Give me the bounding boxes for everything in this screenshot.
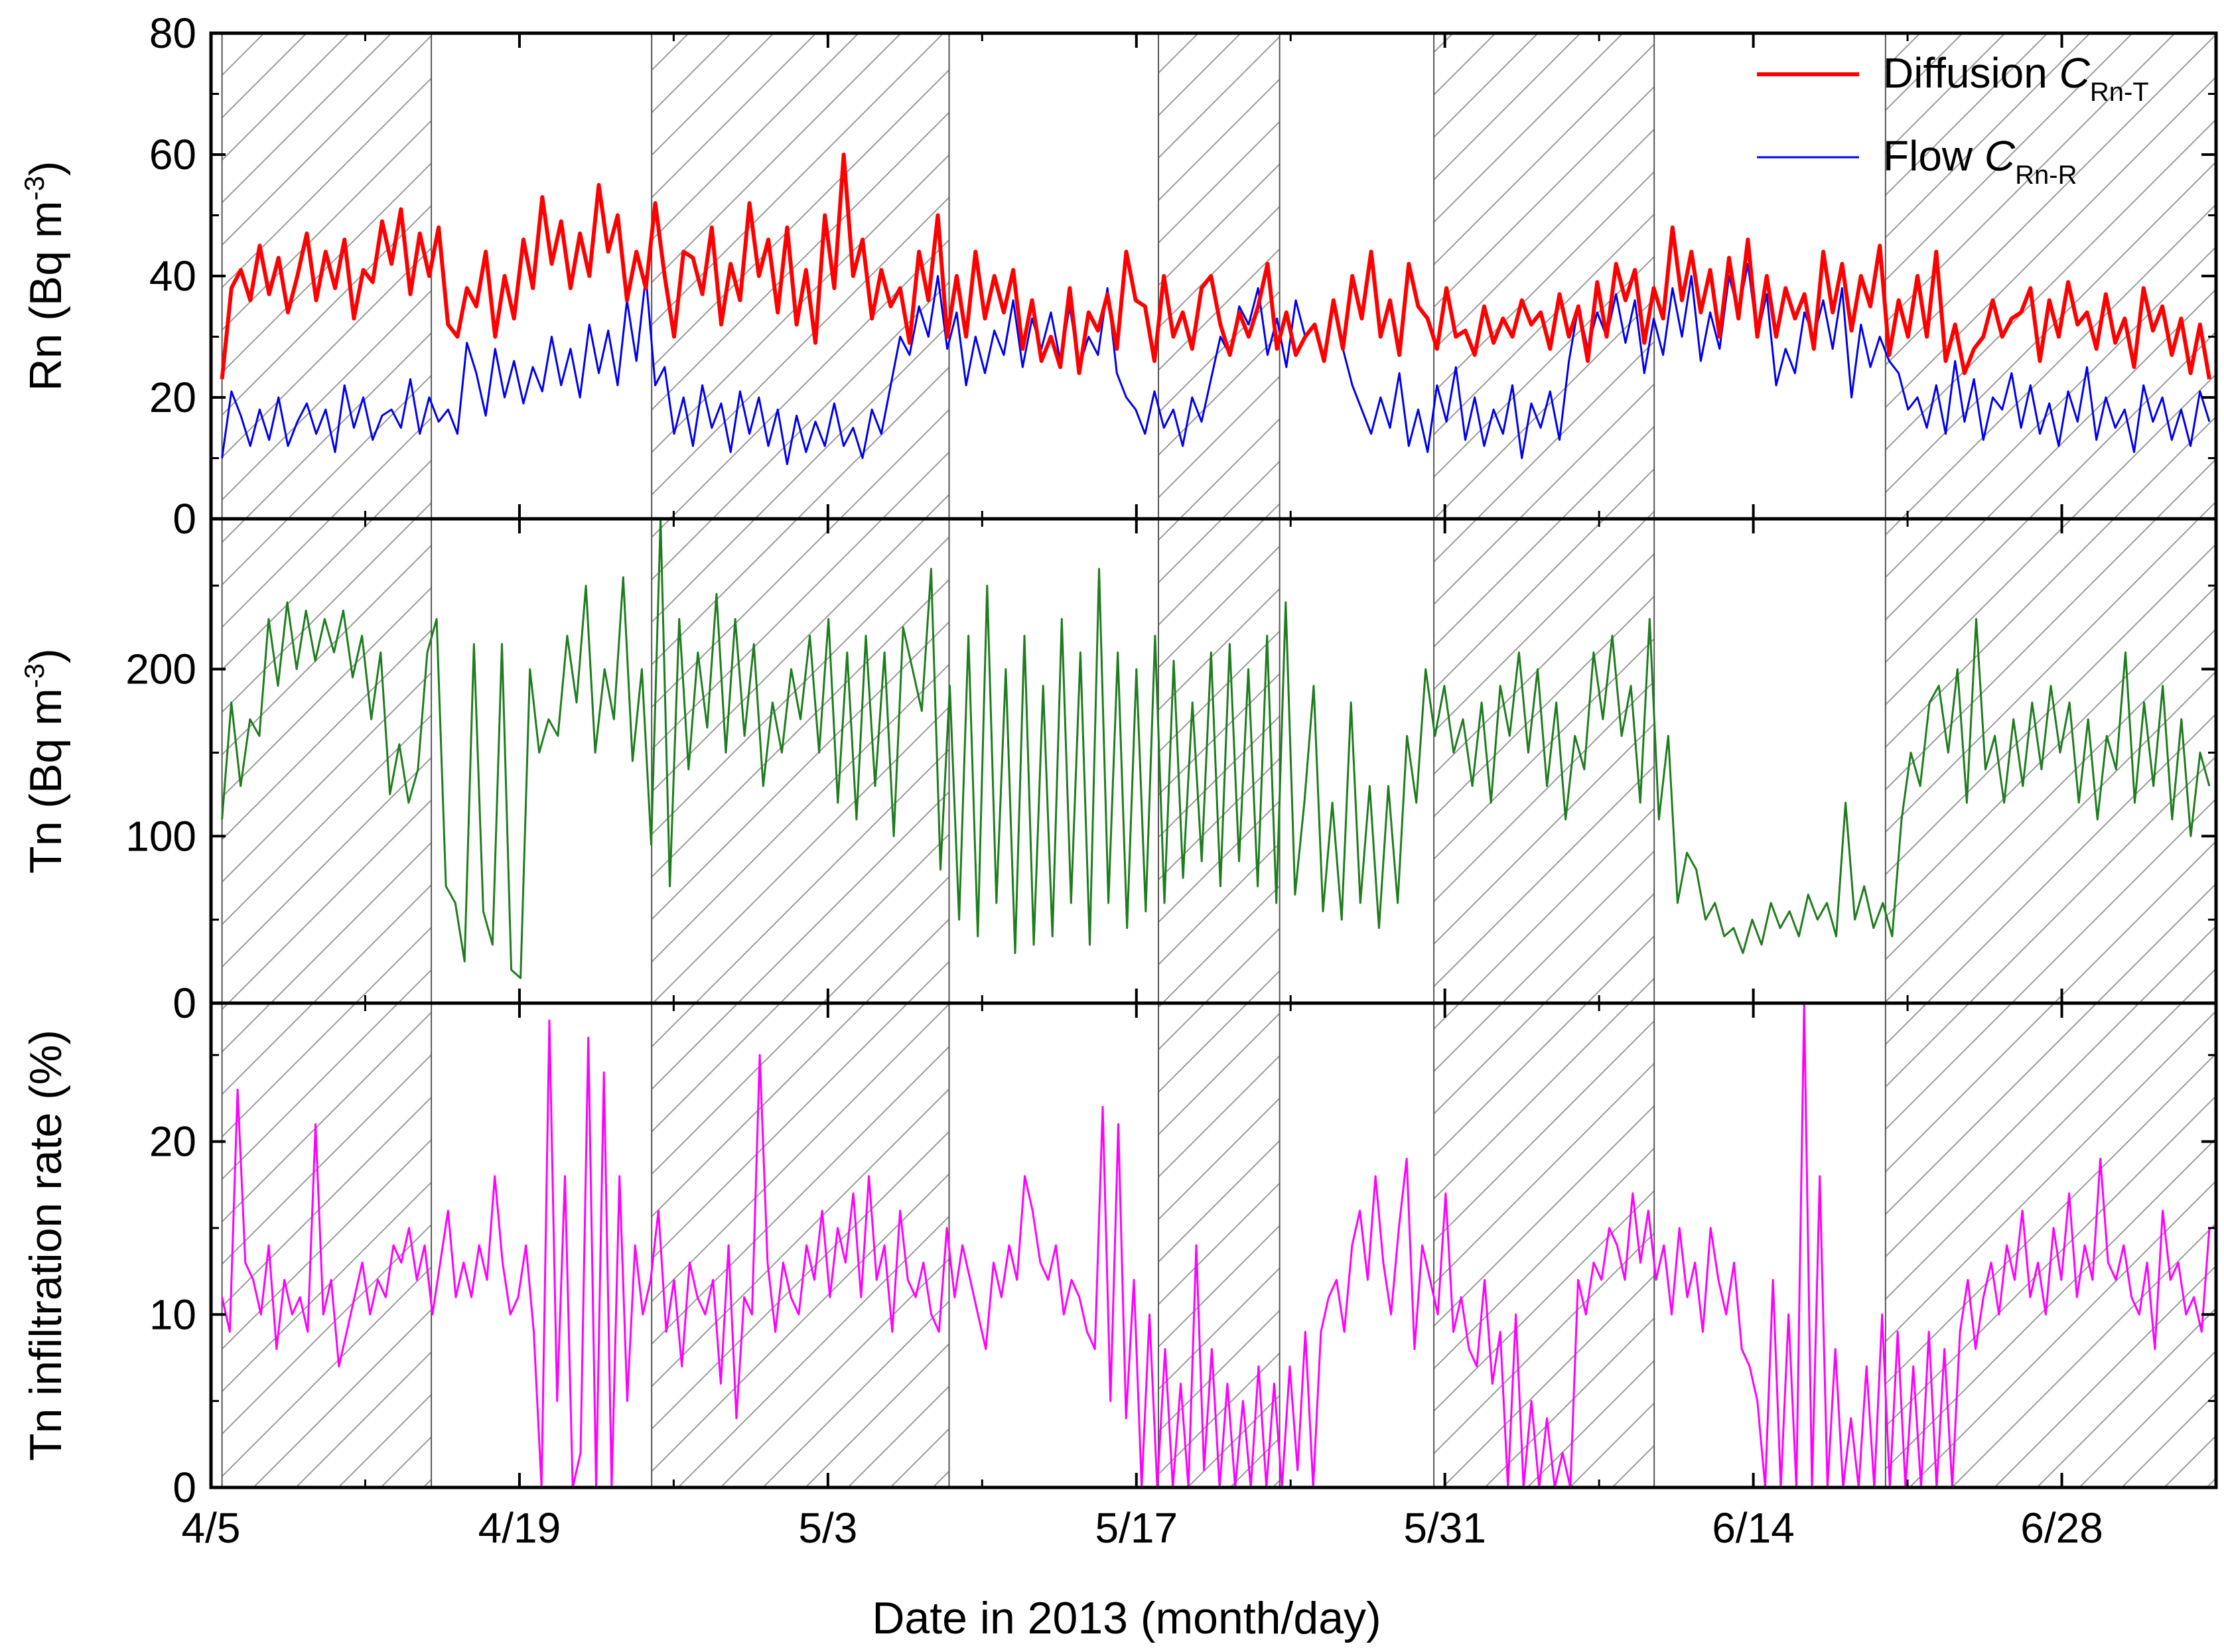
y-tick-label-rn-4: 80 [149,9,196,57]
shaded-period-tn-1 [652,519,949,1003]
panel-rn: 0 20 40 60 80 Rn (Bq m-3) [19,9,2218,543]
shaded-period-inf-0 [222,1003,432,1487]
y-tick-label-inf-1: 10 [149,1290,196,1338]
y-axis-title-inf: Tn infiltration rate (%) [21,1030,71,1461]
legend-label-0: Diffusion CRn-T [1883,49,2149,107]
shaded-period-rn-4 [1885,33,2216,519]
y-tick-label-tn-2: 200 [125,646,196,693]
x-tick-label-6: 6/28 [2020,1504,2103,1552]
shaded-period-tn-4 [1885,519,2216,1003]
y-tick-label-tn-0: 0 [173,979,196,1027]
shaded-period-rn-2 [1158,33,1280,519]
shaded-period-tn-0 [222,519,432,1003]
y-tick-label-rn-3: 60 [149,131,196,178]
legend: Diffusion CRn-T Flow CRn-R [1757,49,2149,190]
panel-infiltration: 0 10 20 Tn infiltration rate (%) [21,1001,2218,1511]
shaded-period-inf-3 [1434,1003,1655,1487]
y-tick-label-rn-0: 0 [173,495,196,543]
y-tick-label-rn-1: 20 [149,374,196,421]
shaded-period-rn-0 [222,33,432,519]
x-axis-title: Date in 2013 (month/day) [872,1593,1381,1643]
y-tick-label-inf-2: 20 [149,1118,196,1166]
series-inf-0 [221,1003,2211,1487]
y-tick-label-rn-2: 40 [149,252,196,300]
x-tick-label-0: 4/5 [182,1504,241,1552]
y-tick-label-inf-0: 0 [173,1464,196,1511]
y-axis-title-tn: Tn (Bq m-3) [19,648,71,874]
shaded-period-inf-1 [652,1003,949,1487]
y-tick-label-tn-1: 100 [125,812,196,860]
x-tick-label-4: 5/31 [1403,1504,1486,1552]
y-axis-title-rn: Rn (Bq m-3) [19,161,71,391]
series-tn-0 [221,519,2211,979]
panel-tn: 0 100 200 Tn (Bq m-3) [19,517,2218,1027]
x-tick-label-5: 6/14 [1712,1504,1795,1552]
x-tick-label-2: 5/3 [798,1504,857,1552]
series-rn-1 [220,153,2211,380]
legend-label-1: Flow CRn-R [1883,132,2077,190]
x-axis: 4/5 4/19 5/3 5/17 5/31 6/14 6/28 [182,1504,2103,1552]
x-tick-label-3: 5/17 [1095,1504,1178,1552]
panel-frame-inf [209,1001,2218,1489]
series-rn-0 [221,263,2211,466]
shaded-period-rn-1 [652,33,949,519]
x-tick-label-1: 4/19 [478,1504,561,1552]
